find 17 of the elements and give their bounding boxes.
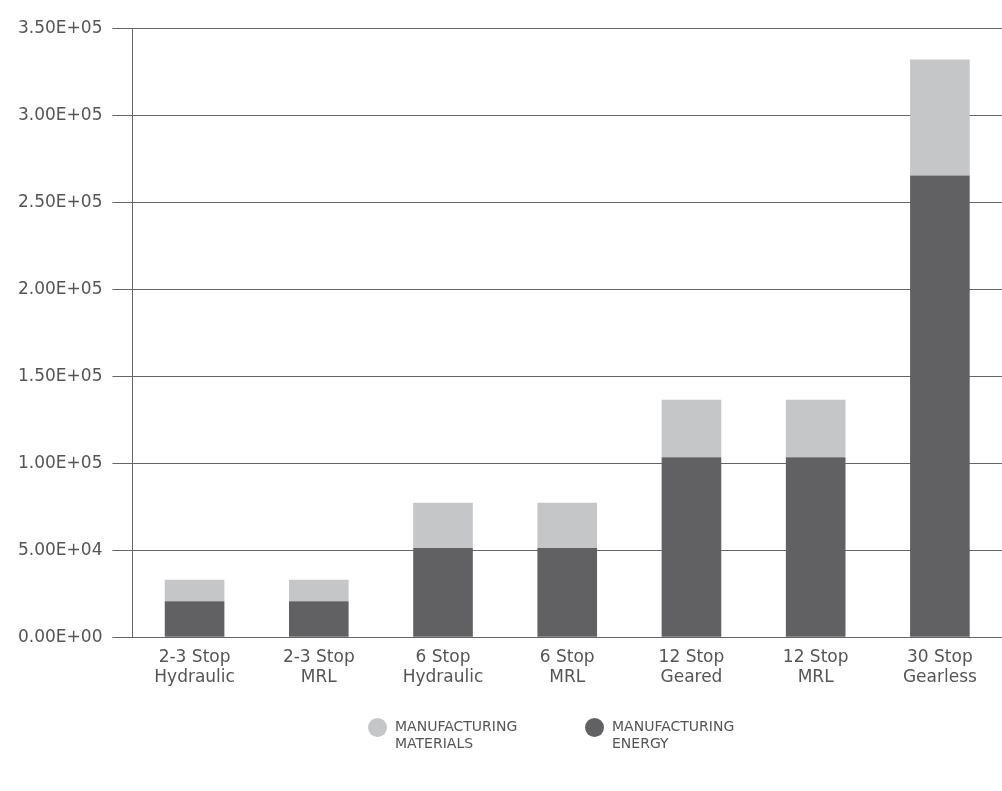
x-tick-label: 2-3 Stop Hydraulic [154, 645, 235, 687]
y-tick-label: 0.00E+00 [18, 625, 103, 646]
x-tick-label: 2-3 Stop MRL [282, 645, 355, 687]
y-tick-label: 5.00E+04 [18, 538, 103, 559]
y-tick-label: 2.00E+05 [18, 277, 103, 298]
y-tick-label: 1.50E+05 [18, 364, 103, 385]
x-tick-label: 12 Stop MRL [782, 645, 849, 687]
y-tick-label: 3.50E+05 [18, 16, 103, 37]
x-tick-label: 30 Stop Gearless [902, 645, 977, 687]
y-tick-label: 2.50E+05 [18, 190, 103, 211]
y-tick-label: 3.00E+05 [18, 103, 103, 124]
x-tick-label: 6 Stop MRL [539, 645, 595, 687]
legend-label: MANUFACTURING MATERIALS [395, 718, 519, 752]
x-tick-label: 12 Stop Geared [658, 645, 725, 687]
legend-label: MANUFACTURING ENERGY [612, 718, 736, 752]
x-tick-label: 6 Stop Hydraulic [402, 645, 484, 687]
y-tick-label: 1.00E+05 [18, 451, 103, 472]
